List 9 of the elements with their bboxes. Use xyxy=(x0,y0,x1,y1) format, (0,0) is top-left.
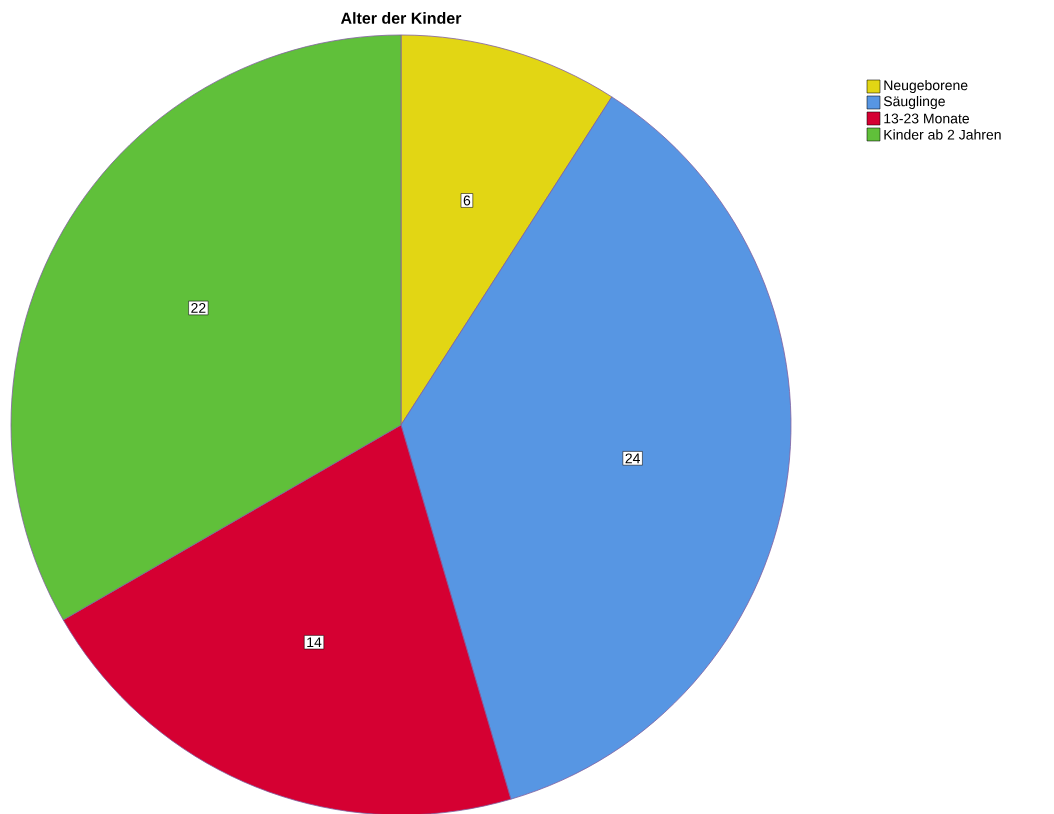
legend-label: 13-23 Monate xyxy=(884,113,969,124)
data-label: 22 xyxy=(191,303,206,313)
legend-label: Säuglinge xyxy=(883,95,945,110)
chart-title: Alter der Kinder xyxy=(340,12,462,24)
data-label: 6 xyxy=(463,195,471,206)
data-label: 14 xyxy=(307,637,322,648)
legend-label: Neugeborene xyxy=(884,79,968,94)
legend-label: Kinder ab 2 Jahren xyxy=(884,129,1001,140)
data-label: 24 xyxy=(625,453,640,464)
